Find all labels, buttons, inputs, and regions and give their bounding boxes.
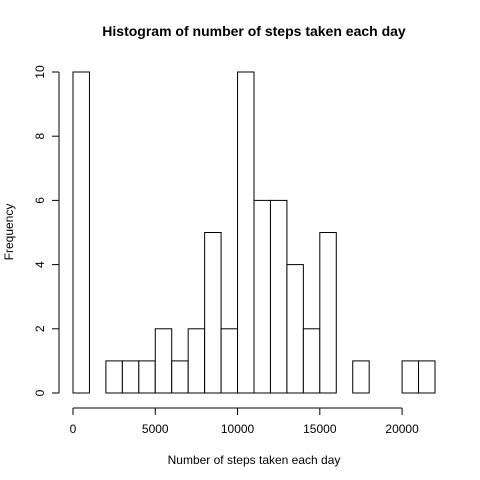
- histogram-bar-9: [220, 328, 239, 394]
- bars-group: [72, 71, 436, 394]
- x-axis-label: Number of steps taken each day: [168, 453, 341, 467]
- histogram-bar-0: [72, 71, 90, 394]
- histogram-bar-20: [401, 360, 420, 394]
- histogram-bar-21: [418, 360, 436, 394]
- x-axis-tick-label-4: 20000: [385, 422, 419, 436]
- histogram-bar-10: [237, 71, 255, 394]
- y-axis-tick-label-2: 4: [33, 261, 47, 268]
- histogram-bar-8: [204, 232, 222, 394]
- histogram-bar-12: [269, 199, 288, 394]
- histogram-bar-14: [302, 328, 321, 394]
- x-axis-tick-label-1: 5000: [142, 422, 169, 436]
- chart-title: Histogram of number of steps taken each …: [102, 23, 406, 39]
- y-axis-tick-label-5: 10: [33, 65, 47, 79]
- histogram-bar-13: [286, 264, 304, 394]
- x-axis-tick-label-2: 10000: [221, 422, 255, 436]
- histogram-bar-11: [253, 199, 271, 394]
- histogram-bar-7: [187, 328, 206, 394]
- x-axis-tick-label-0: 0: [70, 422, 77, 436]
- y-axis-tick-label-0: 0: [33, 389, 47, 396]
- y-axis-tick-label-4: 8: [33, 133, 47, 140]
- histogram-bar-4: [138, 360, 156, 394]
- histogram-bar-17: [352, 360, 370, 394]
- y-axis: 0 2 4 6 8 10: [33, 65, 60, 396]
- histogram-bar-6: [171, 360, 189, 394]
- histogram-bar-3: [121, 360, 140, 394]
- histogram-bar-15: [319, 232, 337, 394]
- histogram-bar-5: [154, 328, 173, 394]
- y-axis-tick-label-3: 6: [33, 197, 47, 204]
- x-axis-tick-label-3: 15000: [303, 422, 337, 436]
- x-axis: 0 5000 10000 15000 20000: [70, 407, 419, 436]
- y-axis-tick-label-1: 2: [33, 325, 47, 332]
- histogram-bar-2: [105, 360, 123, 394]
- y-axis-label: Frequency: [2, 204, 16, 261]
